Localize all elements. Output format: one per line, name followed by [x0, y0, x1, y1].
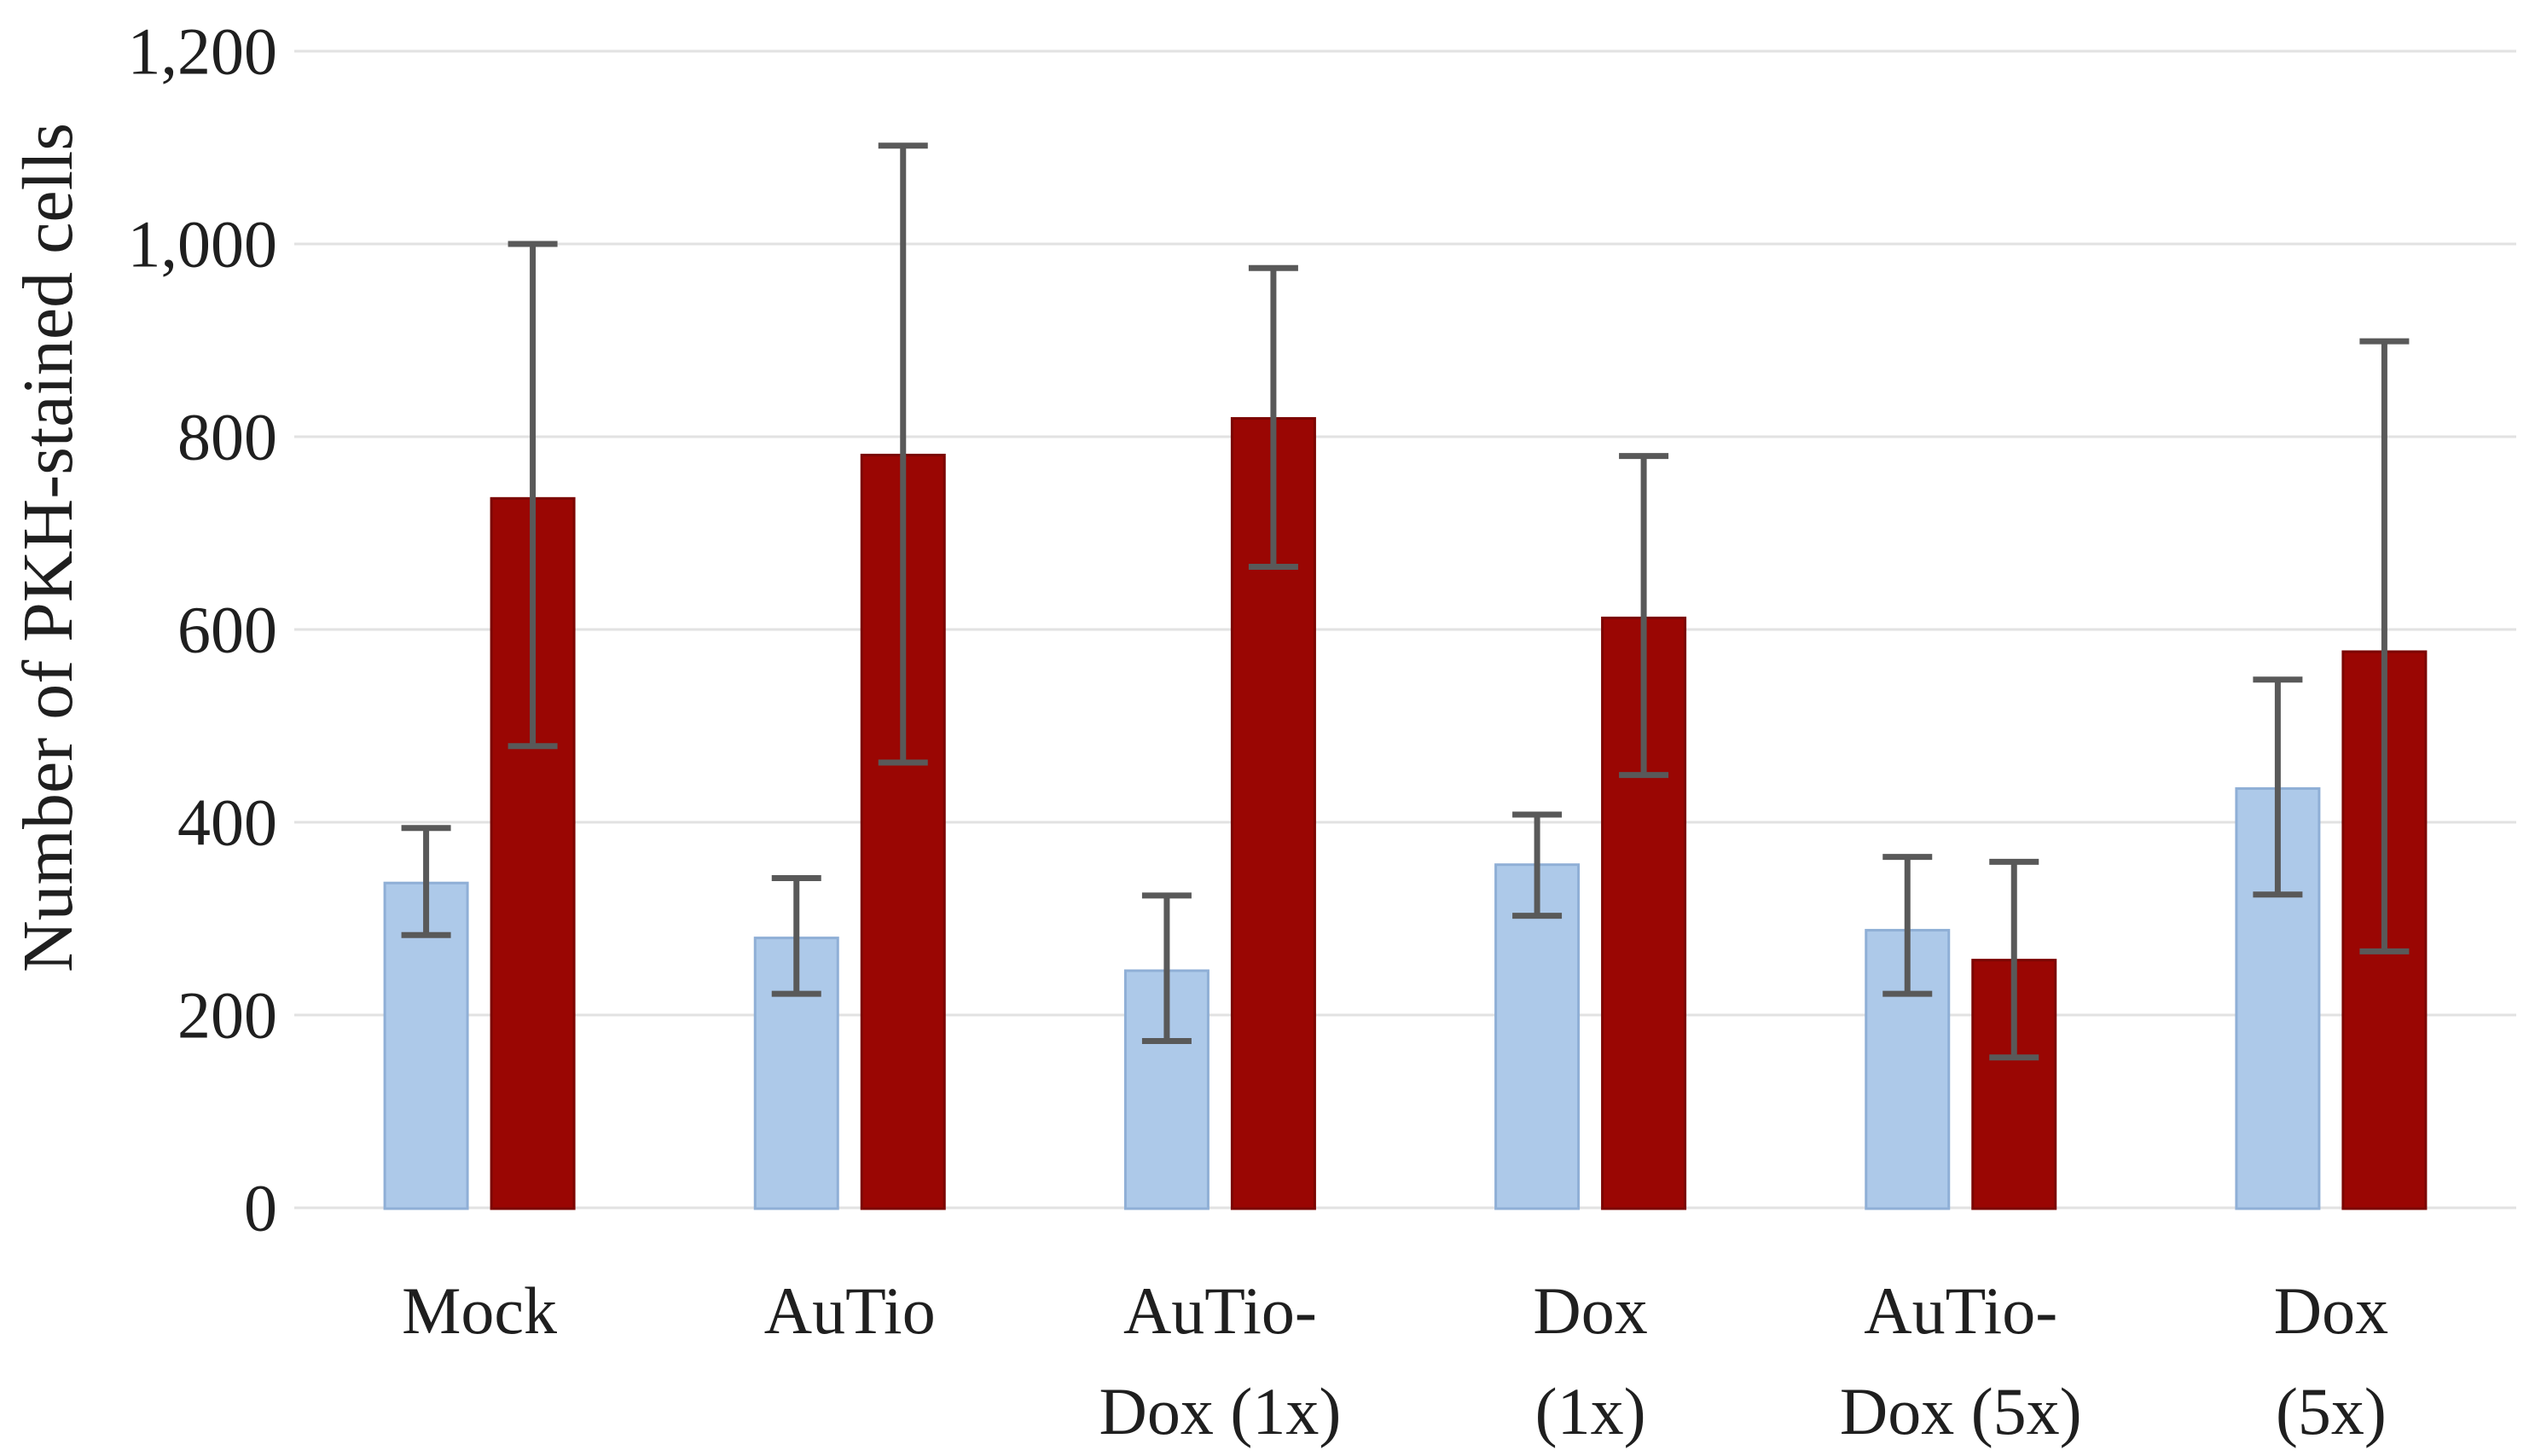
- x-category-label-5-line-1: Dox: [2274, 1273, 2388, 1348]
- bars-layer: [383, 417, 2428, 1210]
- y-tick-label-400: 400: [177, 786, 277, 860]
- x-category-label-2-line-2: Dox (1x): [1099, 1374, 1342, 1448]
- y-tick-label-800: 800: [177, 400, 277, 474]
- x-category-label-3-line-2: (1x): [1535, 1374, 1646, 1448]
- bar-red-3: [1601, 616, 1687, 1210]
- error-bars-layer: [401, 142, 2410, 1061]
- x-category-label-4-line-1: AuTio-: [1864, 1273, 2057, 1348]
- x-category-label-3-line-1: Dox: [1533, 1273, 1647, 1348]
- x-category-label-4-line-2: Dox (5x): [1840, 1374, 2082, 1448]
- x-category-label-5-line-2: (5x): [2276, 1374, 2387, 1448]
- x-category-labels-layer: Mock AuTio AuTio- Dox (1x) Dox (1x) AuTio- Dox …: [402, 1273, 2388, 1448]
- y-tick-label-1000: 1,000: [128, 207, 278, 281]
- y-tick-labels-layer: 0 200 400 600 800 1,000 1,200: [128, 15, 278, 1245]
- x-category-label-2-line-1: AuTio-: [1123, 1273, 1317, 1348]
- gridlines-layer: [294, 49, 2516, 1209]
- y-tick-label-1200: 1,200: [128, 15, 278, 89]
- y-tick-label-600: 600: [177, 593, 277, 667]
- bar-blue-3: [1494, 863, 1581, 1210]
- x-category-label-0-line-1: Mock: [402, 1273, 557, 1348]
- y-tick-label-0: 0: [244, 1171, 277, 1245]
- x-category-label-1-line-1: AuTio: [764, 1273, 936, 1348]
- y-tick-label-200: 200: [177, 978, 277, 1053]
- y-axis-title: Number of PKH-stained cells: [9, 123, 88, 972]
